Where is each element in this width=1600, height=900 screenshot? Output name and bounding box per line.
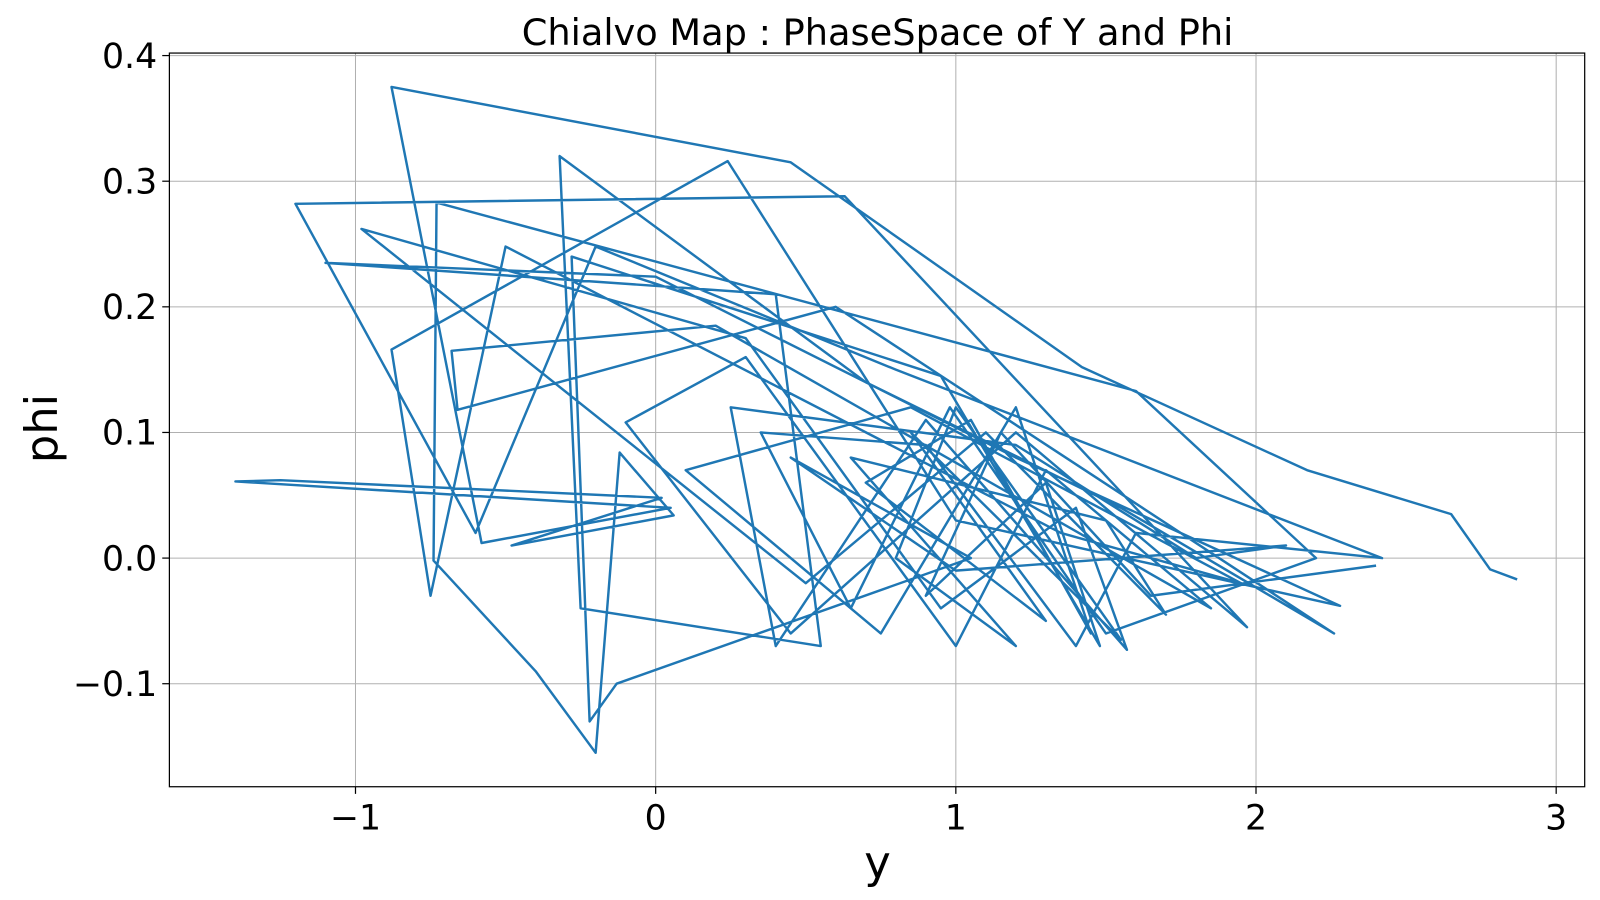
y-tick-label: 0.4 — [102, 37, 157, 77]
y-tick-label: −0.1 — [73, 665, 157, 705]
y-tick-label: 0.0 — [102, 539, 157, 579]
data-line — [234, 85, 1518, 755]
x-axis-label: y — [864, 836, 891, 889]
x-tick-label: 1 — [945, 799, 967, 839]
chart-title: Chialvo Map : PhaseSpace of Y and Phi — [522, 11, 1234, 54]
x-tick-label: 0 — [645, 799, 667, 839]
y-tick-label: 0.1 — [102, 414, 157, 454]
y-tick-label: 0.2 — [102, 288, 157, 328]
plot-frame — [168, 52, 1586, 788]
x-tick-label: 2 — [1245, 799, 1267, 839]
y-tick-label: 0.3 — [102, 162, 157, 202]
x-tick-label: 3 — [1545, 799, 1567, 839]
y-axis-label: phi — [15, 394, 68, 463]
x-tick-label: −1 — [330, 799, 381, 839]
